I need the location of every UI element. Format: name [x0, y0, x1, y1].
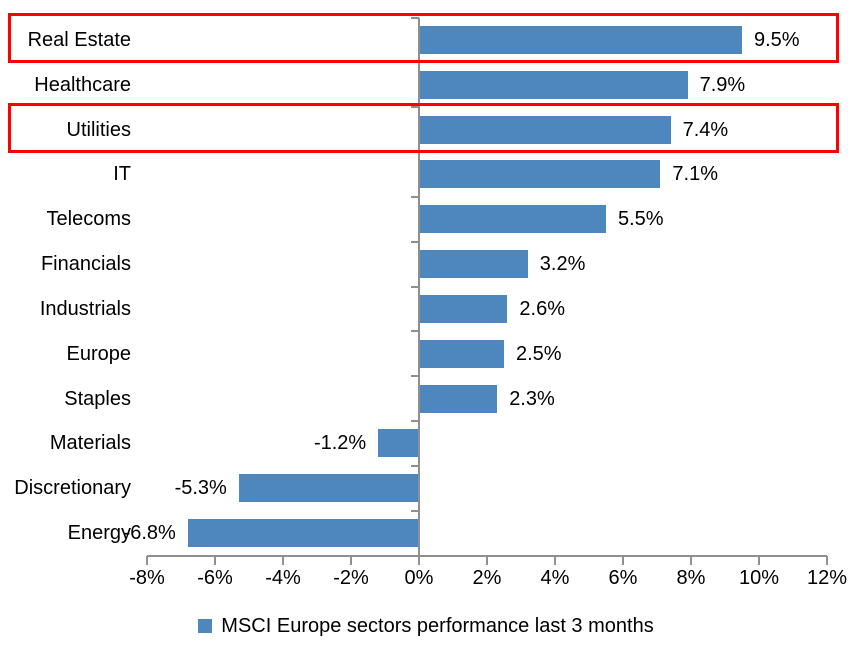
- category-label-industrials: Industrials: [39, 297, 131, 320]
- bar-industrials: [419, 294, 508, 323]
- bar-financials: [419, 250, 528, 279]
- category-tick: [411, 285, 419, 288]
- x-tick-label--4-: -4%: [265, 567, 301, 589]
- category-tick: [411, 240, 419, 243]
- value-label-financials: 3.2%: [539, 253, 586, 276]
- value-label-europe: 2.5%: [516, 342, 562, 365]
- x-axis-tick: [758, 555, 760, 565]
- value-label-healthcare: 7.9%: [699, 73, 746, 96]
- x-axis-tick: [690, 555, 692, 565]
- x-axis-tick: [214, 555, 216, 565]
- highlight-box-utilities: [8, 102, 839, 153]
- x-axis-tick: [486, 555, 488, 565]
- category-tick: [411, 195, 419, 198]
- value-label-energy: -6.8%: [123, 522, 176, 545]
- category-label-telecoms: Telecoms: [46, 208, 131, 231]
- x-tick-label-12-: 12%: [806, 567, 848, 589]
- value-label-utilities: 7.4%: [682, 118, 729, 141]
- bar-utilities: [419, 115, 671, 144]
- bar-real-estate: [419, 25, 742, 54]
- legend-label: MSCI Europe sectors performance last 3 m…: [221, 614, 654, 637]
- x-axis-tick: [146, 555, 148, 565]
- category-label-financials: Financials: [40, 253, 131, 276]
- category-tick: [411, 464, 419, 467]
- category-label-real-estate: Real Estate: [27, 28, 131, 51]
- y-axis-line: [418, 17, 420, 556]
- bar-materials: [378, 429, 419, 458]
- bar-telecoms: [419, 205, 606, 234]
- value-label-it: 7.1%: [672, 163, 718, 186]
- category-tick: [411, 420, 419, 422]
- value-label-industrials: 2.6%: [519, 297, 565, 320]
- x-tick-label-8-: 8%: [676, 567, 706, 589]
- category-label-materials: Materials: [49, 432, 131, 455]
- value-label-real-estate: 9.5%: [754, 28, 800, 51]
- legend: MSCI Europe sectors performance last 3 m…: [0, 613, 852, 639]
- legend-marker-square: [198, 619, 213, 633]
- category-tick: [411, 106, 419, 109]
- value-label-discretionary: -5.3%: [174, 477, 227, 500]
- bar-it: [419, 160, 661, 189]
- category-label-utilities: Utilities: [66, 118, 131, 141]
- x-tick-label-4-: 4%: [540, 567, 570, 589]
- category-tick: [411, 16, 419, 19]
- x-tick-label--8-: -8%: [129, 567, 165, 589]
- category-label-discretionary: Discretionary: [14, 477, 131, 500]
- x-tick-label-2-: 2%: [472, 567, 502, 589]
- category-label-energy: Energy: [67, 522, 131, 545]
- bar-energy: [187, 519, 419, 548]
- bar-europe: [419, 339, 504, 368]
- bar-healthcare: [419, 70, 688, 99]
- category-tick: [411, 330, 419, 333]
- x-tick-label--2-: -2%: [333, 567, 369, 589]
- x-axis-tick: [826, 555, 828, 565]
- bar-staples: [419, 384, 498, 413]
- bar-discretionary: [238, 474, 419, 503]
- value-label-telecoms: 5.5%: [618, 208, 664, 231]
- x-axis-tick: [350, 555, 352, 565]
- x-axis-tick: [622, 555, 624, 565]
- x-axis-tick: [554, 555, 556, 565]
- value-label-materials: -1.2%: [313, 432, 367, 455]
- category-label-healthcare: Healthcare: [34, 73, 131, 96]
- x-tick-label-10-: 10%: [738, 567, 780, 589]
- category-label-it: IT: [113, 163, 131, 186]
- x-tick-label--6-: -6%: [197, 567, 233, 589]
- x-tick-label-6-: 6%: [608, 567, 638, 589]
- category-label-europe: Europe: [66, 342, 132, 365]
- category-tick: [411, 554, 419, 557]
- value-label-staples: 2.3%: [509, 387, 555, 410]
- category-tick: [411, 375, 419, 378]
- x-axis-tick: [282, 555, 284, 565]
- highlight-box-real-estate: [8, 13, 839, 64]
- x-tick-label-0-: 0%: [404, 567, 434, 589]
- category-label-staples: Staples: [64, 387, 131, 410]
- category-tick: [411, 509, 419, 512]
- x-axis-tick: [418, 555, 420, 565]
